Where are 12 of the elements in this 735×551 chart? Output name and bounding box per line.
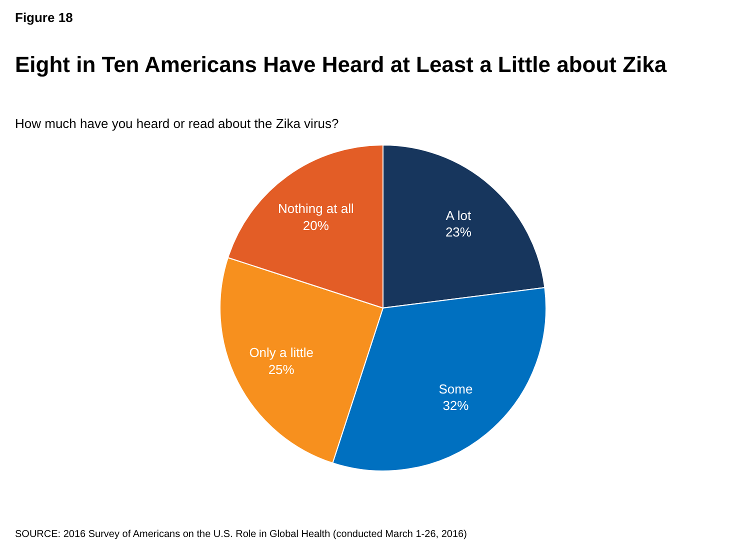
slice-label: Nothing at all bbox=[278, 201, 354, 216]
source-note: SOURCE: 2016 Survey of Americans on the U.S. Role in Global Health (conducted March 1-26, 2016) bbox=[15, 529, 467, 540]
chart-subtitle: How much have you heard or read about the Zika virus? bbox=[15, 116, 339, 131]
data-label: 32% bbox=[442, 398, 470, 414]
data-label: 23% bbox=[445, 224, 472, 240]
chart-title: Eight in Ten Americans Have Heard at Least a Little about Zika bbox=[15, 52, 668, 77]
slice-label: Some bbox=[438, 381, 473, 396]
slice-label: A lot bbox=[446, 208, 472, 223]
slice-label: Only a little bbox=[249, 345, 314, 360]
data-label: 25% bbox=[268, 362, 295, 378]
data-label: 20% bbox=[302, 218, 330, 233]
caption: Figure 18 bbox=[15, 10, 73, 25]
